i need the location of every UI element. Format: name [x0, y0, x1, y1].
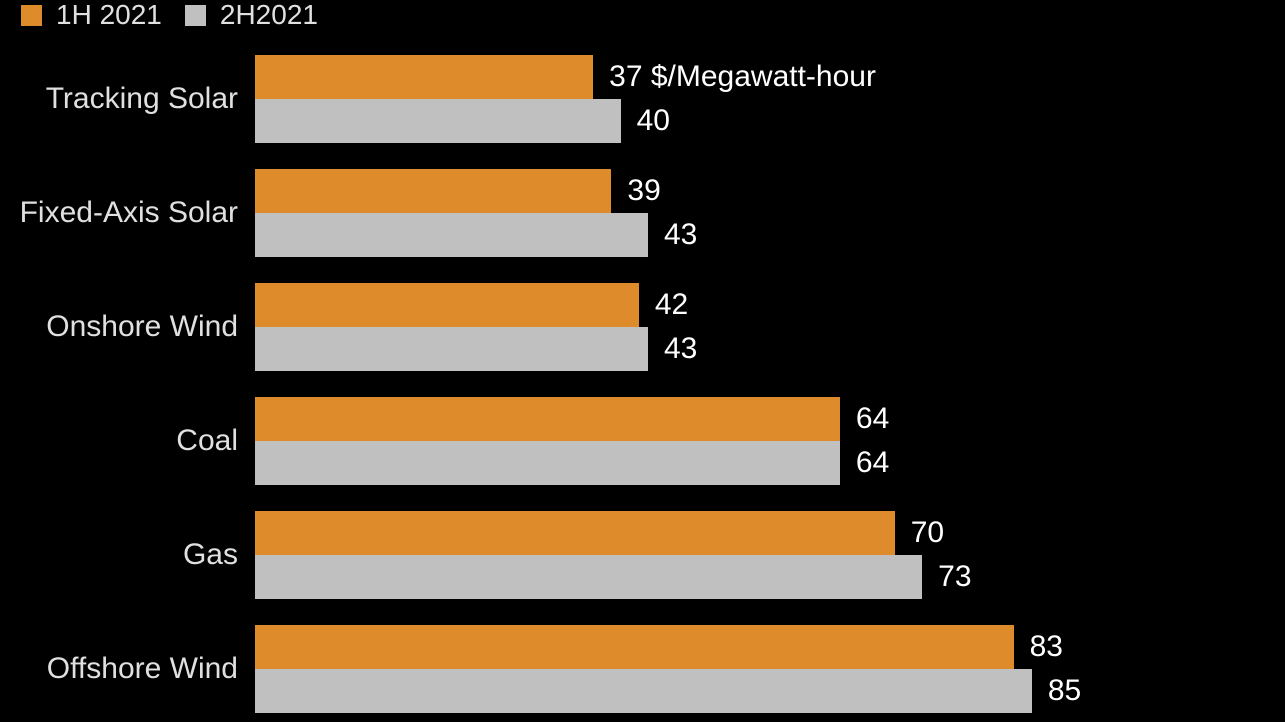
bar-groups: Tracking Solar 37 $/Megawatt-hour 40 Fix…	[0, 55, 1285, 722]
legend-swatch-1h-2021-icon	[21, 4, 42, 26]
value-label: 83	[1029, 630, 1063, 663]
category-label: Tracking Solar	[45, 82, 238, 115]
bar-group: Gas 70 73	[0, 511, 1285, 599]
category-label: Onshore Wind	[46, 310, 238, 343]
legend-label-1h-2021: 1H 2021	[56, 0, 162, 30]
bar-pair: 39 43	[255, 169, 1285, 257]
bar-row-1h-2021: 42	[255, 283, 1285, 327]
bar-row-2h-2021: 85	[255, 669, 1285, 713]
bar-row-1h-2021: 83	[255, 625, 1285, 669]
1h-2021-bar	[255, 55, 594, 99]
value-label: 64	[855, 402, 890, 435]
bar-pair: 70 73	[255, 511, 1285, 599]
value-label: 42	[654, 288, 689, 321]
bar-row-1h-2021: 37 $/Megawatt-hour	[255, 55, 1285, 99]
value-label: 43	[663, 332, 698, 365]
category-label: Fixed-Axis Solar	[19, 196, 238, 229]
bar-group: Fixed-Axis Solar 39 43	[0, 169, 1285, 257]
value-label: 39	[627, 174, 661, 207]
bar-row-2h-2021: 43	[255, 213, 1285, 257]
value-label: 43	[663, 218, 698, 251]
legend-label-2h-2021: 2H2021	[219, 0, 318, 30]
bar-group: Coal 64 64	[0, 397, 1285, 485]
bar-pair: 64 64	[255, 397, 1285, 485]
bar-row-2h-2021: 40	[255, 99, 1285, 143]
2h-2021-bar	[255, 555, 923, 599]
value-label: 40	[636, 104, 670, 137]
value-label: 85	[1047, 674, 1082, 707]
category-label: Gas	[182, 538, 238, 571]
legend-item-2h-2021: 2H2021	[184, 0, 318, 30]
2h-2021-bar	[255, 99, 621, 143]
2h-2021-bar	[255, 441, 840, 485]
bar-row-2h-2021: 73	[255, 555, 1285, 599]
legend-swatch-2h-2021-icon	[184, 4, 206, 26]
value-label: 73	[938, 560, 972, 593]
1h-2021-bar	[255, 511, 895, 555]
value-label: 37 $/Megawatt-hour	[609, 60, 876, 93]
bar-row-1h-2021: 64	[255, 397, 1285, 441]
bar-row-1h-2021: 70	[255, 511, 1285, 555]
bar-group: Onshore Wind 42 43	[0, 283, 1285, 371]
2h-2021-bar	[255, 669, 1032, 713]
1h-2021-bar	[255, 169, 612, 213]
value-label: 64	[855, 446, 890, 479]
1h-2021-bar	[255, 283, 639, 327]
category-label: Offshore Wind	[46, 652, 238, 685]
bar-group: Tracking Solar 37 $/Megawatt-hour 40	[0, 55, 1285, 143]
2h-2021-bar	[255, 213, 648, 257]
1h-2021-bar	[255, 625, 1014, 669]
legend-item-1h-2021: 1H 2021	[21, 1, 162, 29]
value-label: 70	[910, 516, 945, 549]
bar-pair: 37 $/Megawatt-hour 40	[255, 55, 1285, 143]
bar-row-1h-2021: 39	[255, 169, 1285, 213]
bar-pair: 83 85	[255, 625, 1285, 713]
1h-2021-bar	[255, 397, 840, 441]
bar-group: Offshore Wind 83 85	[0, 625, 1285, 713]
chart-legend: 1H 2021 2H2021	[21, 0, 318, 30]
2h-2021-bar	[255, 327, 648, 371]
bar-row-2h-2021: 64	[255, 441, 1285, 485]
category-label: Coal	[176, 424, 238, 457]
bar-row-2h-2021: 43	[255, 327, 1285, 371]
bar-pair: 42 43	[255, 283, 1285, 371]
